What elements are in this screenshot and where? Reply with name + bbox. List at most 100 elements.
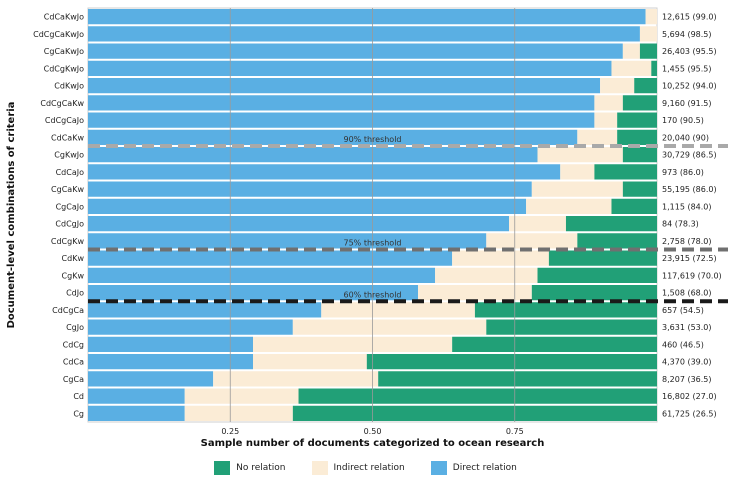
bar-direct-relation — [88, 336, 254, 352]
bar-indirect-relation — [622, 43, 640, 59]
bar-no-relation — [548, 250, 657, 266]
bar-indirect-relation — [509, 216, 566, 232]
category-label: Cg — [73, 409, 84, 418]
x-tick-label: 0.50 — [364, 427, 382, 436]
category-label: CgCaKwJo — [44, 47, 84, 56]
count-label: 16,802 (27.0) — [662, 392, 717, 401]
bar-indirect-relation — [452, 250, 549, 266]
count-label: 1,115 (84.0) — [662, 202, 712, 211]
bar-no-relation — [594, 164, 657, 180]
bar-no-relation — [577, 233, 657, 249]
category-label: CdKw — [62, 254, 85, 263]
category-label: CgKwJo — [54, 151, 84, 160]
x-axis-label: Sample number of documents categorized t… — [201, 438, 545, 449]
bar-direct-relation — [88, 43, 623, 59]
threshold-label: 60% threshold — [344, 290, 402, 299]
bar-direct-relation — [88, 250, 453, 266]
bar-direct-relation — [88, 112, 595, 128]
bar-direct-relation — [88, 388, 185, 404]
count-label: 12,615 (99.0) — [662, 13, 717, 22]
bar-no-relation — [622, 95, 657, 111]
count-label: 170 (90.5) — [662, 116, 704, 125]
count-label: 1,455 (95.5) — [662, 64, 712, 73]
bar-direct-relation — [88, 285, 419, 301]
legend-item-no-relation: No relation — [214, 461, 286, 475]
bar-indirect-relation — [537, 147, 623, 163]
y-axis-label: Document-level combinations of criteria — [6, 102, 17, 329]
bar-no-relation — [298, 388, 657, 404]
bar-direct-relation — [88, 26, 640, 42]
bar-no-relation — [537, 267, 657, 283]
bar-indirect-relation — [600, 78, 635, 94]
bar-direct-relation — [88, 405, 185, 421]
bar-direct-relation — [88, 354, 254, 370]
count-label: 1,508 (68.0) — [662, 289, 712, 298]
threshold-label: 75% threshold — [344, 239, 402, 248]
bar-direct-relation — [88, 147, 538, 163]
category-label: CdCa — [63, 358, 84, 367]
category-label: CgCa — [63, 375, 84, 384]
bar-indirect-relation — [577, 129, 618, 145]
bar-direct-relation — [88, 198, 527, 214]
count-label: 26,403 (95.5) — [662, 47, 717, 56]
bar-no-relation — [611, 198, 657, 214]
bar-indirect-relation — [253, 354, 367, 370]
category-label: CdCgKw — [51, 237, 85, 246]
bar-indirect-relation — [639, 26, 657, 42]
bar-direct-relation — [88, 95, 595, 111]
bar-direct-relation — [88, 302, 322, 318]
bar-no-relation — [452, 336, 657, 352]
category-label: CgCaJo — [56, 202, 85, 211]
count-label: 9,160 (91.5) — [662, 99, 712, 108]
category-label: CdCgCa — [52, 306, 84, 315]
bar-direct-relation — [88, 9, 646, 25]
bar-indirect-relation — [645, 9, 657, 25]
bar-direct-relation — [88, 60, 612, 76]
bar-direct-relation — [88, 319, 293, 335]
category-label: CdCaKwJo — [44, 13, 84, 22]
category-label: CdCg — [63, 340, 84, 349]
bar-indirect-relation — [184, 388, 299, 404]
legend-swatch-indirect-relation — [311, 461, 328, 475]
category-label: CgCaKw — [51, 185, 84, 194]
bar-no-relation — [366, 354, 657, 370]
category-label: CdCaJo — [56, 168, 85, 177]
legend-label-indirect-relation: Indirect relation — [333, 463, 405, 473]
category-label: CdCgCaKw — [40, 99, 84, 108]
count-label: 23,915 (72.5) — [662, 254, 717, 263]
bar-no-relation — [622, 147, 657, 163]
count-label: 61,725 (26.5) — [662, 409, 717, 418]
count-label: 2,758 (78.0) — [662, 237, 712, 246]
count-label: 973 (86.0) — [662, 168, 704, 177]
category-label: CgJo — [66, 323, 84, 332]
count-label: 460 (46.5) — [662, 340, 704, 349]
bar-direct-relation — [88, 216, 510, 232]
category-label: CdJo — [66, 289, 84, 298]
bar-indirect-relation — [435, 267, 538, 283]
bar-indirect-relation — [321, 302, 475, 318]
bar-no-relation — [531, 285, 657, 301]
bar-no-relation — [378, 371, 657, 387]
x-tick-label: 0.25 — [221, 427, 239, 436]
bar-direct-relation — [88, 164, 561, 180]
bar-no-relation — [622, 181, 657, 197]
bar-direct-relation — [88, 181, 532, 197]
bar-direct-relation — [88, 267, 436, 283]
count-label: 8,207 (36.5) — [662, 375, 712, 384]
count-label: 4,370 (39.0) — [662, 358, 712, 367]
bar-indirect-relation — [292, 319, 487, 335]
legend-label-no-relation: No relation — [236, 463, 286, 473]
count-label: 55,195 (86.0) — [662, 185, 717, 194]
category-label: CdCaKw — [51, 133, 84, 142]
bar-no-relation — [639, 43, 657, 59]
bar-no-relation — [292, 405, 657, 421]
bar-no-relation — [565, 216, 657, 232]
count-label: 30,729 (86.5) — [662, 151, 717, 160]
bar-no-relation — [651, 60, 657, 76]
bar-indirect-relation — [611, 60, 652, 76]
bar-indirect-relation — [486, 233, 578, 249]
bar-indirect-relation — [213, 371, 379, 387]
bar-indirect-relation — [253, 336, 453, 352]
bar-no-relation — [634, 78, 657, 94]
